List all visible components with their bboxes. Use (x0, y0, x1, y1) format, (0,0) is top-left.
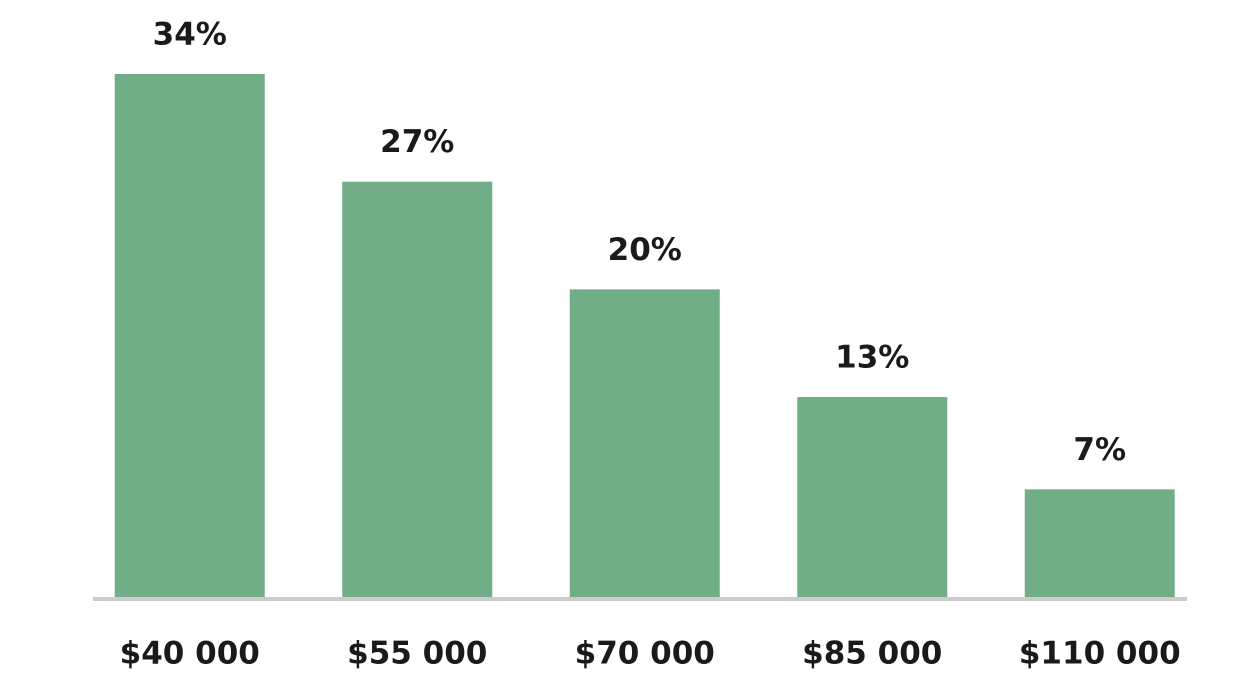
x-tick-label: $85 000 (802, 636, 942, 672)
value-label: 20% (608, 232, 682, 268)
x-tick-label: $55 000 (347, 636, 487, 672)
bar (342, 181, 493, 598)
x-tick-label: $40 000 (120, 636, 260, 672)
x-tick-label: $70 000 (575, 636, 715, 672)
x-tick-label: $110 000 (1019, 636, 1181, 672)
value-label: 34% (153, 17, 227, 53)
value-label: 7% (1073, 432, 1126, 468)
bar (797, 397, 948, 597)
bar (569, 289, 720, 597)
value-label: 13% (835, 340, 909, 376)
bar (1024, 489, 1175, 597)
bar (114, 74, 265, 597)
value-label: 27% (380, 124, 454, 160)
